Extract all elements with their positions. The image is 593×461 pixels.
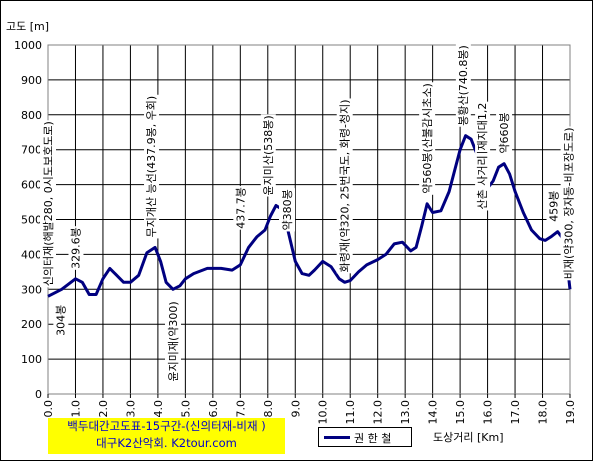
- annotation-background: [496, 111, 513, 155]
- annotation-background: [144, 94, 160, 239]
- annotation: 화령재(약320, 25번국도, 화령-청지): [336, 98, 353, 274]
- annotation-label: 화령재(약320, 25번국도, 화령-청지): [338, 99, 352, 272]
- x-tick-label: 6.0: [207, 400, 220, 418]
- x-tick-label: 12.0: [372, 400, 385, 425]
- annotation: 459봉: [546, 189, 562, 223]
- x-tick-label: 14.0: [427, 400, 440, 425]
- annotation-background: [419, 82, 436, 195]
- annotation-background: [165, 300, 182, 383]
- annotation: 무지개산 능선(437.9봉, 우회): [144, 94, 160, 239]
- x-tick-label: 4.0: [152, 400, 165, 418]
- chart-title: 백두대간고도표-15구간-(신의터재-비재 ): [67, 419, 266, 433]
- legend-swatch: [324, 436, 350, 439]
- y-tick-label: 200: [21, 318, 42, 331]
- x-tick-label: 0.0: [42, 400, 55, 418]
- x-tick-label: 18.0: [537, 400, 550, 425]
- annotation-label: 신의터재(해발280, 0시도보호도로): [41, 121, 55, 286]
- annotation-label: 약380봉: [280, 189, 294, 230]
- legend: 권 한 철: [318, 427, 412, 447]
- series-line: [47, 134, 572, 298]
- x-tick-label: 9.0: [289, 400, 302, 418]
- annotation-label: 윤지미산(538봉): [262, 115, 275, 195]
- y-tick-label: 0: [35, 388, 42, 401]
- y-tick-label: 500: [21, 214, 42, 227]
- annotations: 신의터재(해발280, 0시도보호도로) 329.6봉 304봉 무지개산 능선(43…: [40, 44, 577, 383]
- annotation-background: [546, 189, 562, 223]
- annotation-label: 약560봉(산불감시초소): [420, 83, 434, 194]
- x-tick-label: 5.0: [179, 400, 192, 418]
- annotation-label: 437.7봉: [234, 187, 247, 229]
- x-axis-label: 도상거리 [Km]: [433, 431, 504, 444]
- x-tick-label: 10.0: [317, 400, 330, 425]
- annotation: 비재(약300, 장자동-비포장도로): [560, 126, 577, 281]
- annotation-label: 무지개산 능선(437.9봉, 우회): [145, 96, 158, 238]
- annotation: 산촌 사거리: [475, 154, 491, 211]
- annotation: 304봉: [53, 303, 69, 337]
- x-tick-label: 13.0: [399, 400, 412, 425]
- y-tick-label: 700: [21, 144, 42, 157]
- x-tick-label: 7.0: [234, 400, 247, 418]
- annotation-background: [53, 303, 69, 337]
- x-tick-label: 11.0: [344, 400, 357, 425]
- chart-title-box: 백두대간고도표-15구간-(신의터재-비재 ) 대구K2산악회. K2tour.…: [48, 418, 285, 454]
- x-tick-label: 1.0: [69, 400, 82, 418]
- x-tick-label: 16.0: [482, 400, 495, 425]
- annotation: 윤지미산(538봉): [260, 114, 276, 197]
- annotation-label: 304봉: [54, 305, 67, 336]
- annotation-background: [455, 44, 471, 127]
- annotation: 329.6봉: [68, 226, 84, 270]
- annotation: 신의터재(해발280, 0시도보호도로): [40, 120, 56, 288]
- annotation-background: [560, 126, 577, 281]
- annotation-label: 329.6봉: [69, 227, 82, 269]
- annotation-background: [475, 154, 491, 211]
- annotation-label: 산촌 사거리: [476, 155, 489, 209]
- y-tick-label: 300: [21, 283, 42, 296]
- annotation-background: [68, 226, 84, 270]
- annotation-background: [40, 120, 56, 288]
- legend-series-name: 권 한 철: [354, 432, 392, 445]
- annotation-label: 비재(약300, 장자동-비포장도로): [562, 127, 576, 279]
- annotation-label: 약660봉: [497, 112, 511, 153]
- y-tick-label: 1000: [14, 39, 42, 52]
- x-tick-label: 3.0: [124, 400, 137, 418]
- y-tick-label: 100: [21, 353, 42, 366]
- annotation-label: 윤지미재(약300): [166, 301, 180, 381]
- annotation-background: [233, 186, 249, 230]
- y-axis-label: 고도 [m]: [6, 20, 49, 33]
- x-tick-label: 8.0: [262, 400, 275, 418]
- annotation-background: [260, 114, 276, 197]
- annotation-background: [475, 101, 491, 162]
- x-axis: 0.0 1.0 2.0 3.0 4.0 5.0 6.0 7.0 8.0 9.0 10.0 11.0 12…: [42, 394, 577, 425]
- annotation: 약660봉: [496, 111, 513, 155]
- annotation-background: [336, 98, 353, 274]
- annotation: 비재지대1,2: [475, 101, 491, 162]
- x-tick-label: 17.0: [509, 400, 522, 425]
- annotation-background: [279, 188, 296, 232]
- y-tick-label: 400: [21, 248, 42, 261]
- y-axis: 0 100 200 300 400 500 600 700 800 900 1000: [14, 39, 42, 401]
- annotation-label: 459봉: [548, 191, 561, 222]
- annotation-label: 봉황산(740.8봉): [457, 45, 470, 126]
- y-tick-label: 800: [21, 109, 42, 122]
- annotation: 약560봉(산불감시초소): [419, 82, 436, 195]
- chart-subtitle: 대구K2산악회. K2tour.com: [96, 436, 237, 450]
- x-tick-label: 19.0: [564, 400, 577, 425]
- annotation: 윤지미재(약300): [165, 300, 182, 383]
- x-tick-label: 15.0: [454, 400, 467, 425]
- x-tick-label: 2.0: [97, 400, 110, 418]
- annotation: 봉황산(740.8봉): [455, 44, 471, 127]
- y-tick-label: 900: [21, 74, 42, 87]
- annotation: 약380봉: [279, 188, 296, 232]
- gridlines: [47, 44, 571, 395]
- y-tick-label: 600: [21, 179, 42, 192]
- annotation: 437.7봉: [233, 186, 249, 230]
- annotation-label: 비재지대1,2: [476, 103, 489, 161]
